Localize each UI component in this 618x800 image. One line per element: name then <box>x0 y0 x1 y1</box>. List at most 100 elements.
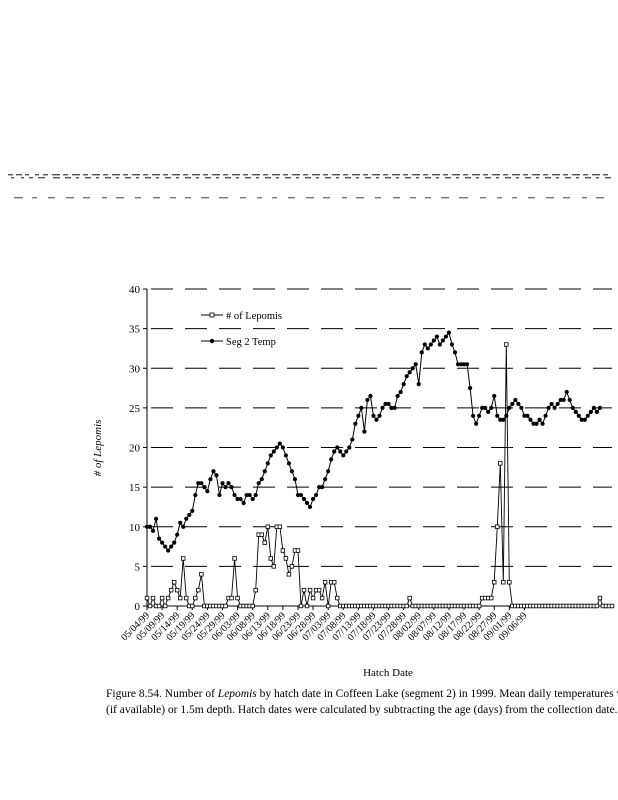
scan-artifact-145 <box>425 197 431 199</box>
temp-point-50 <box>295 492 301 498</box>
temp-point-94 <box>428 342 433 347</box>
scan-artifact-89 <box>296 177 299 179</box>
scan-artifact-8 <box>83 174 88 176</box>
lepomis-point-86 <box>404 603 409 609</box>
scan-artifact-22 <box>223 174 228 176</box>
y-tick-label-1: 5 <box>135 561 141 573</box>
scan-artifact-61 <box>11 177 14 179</box>
scan-artifact-36 <box>363 174 368 176</box>
scan-artifact-70 <box>105 177 111 179</box>
temp-point-96 <box>434 334 439 339</box>
lepomis-point-30 <box>235 595 240 601</box>
lepomis-point-50 <box>295 548 301 553</box>
scan-artifact-137 <box>288 197 295 199</box>
temp-point-103 <box>455 362 461 367</box>
lepomis-point-10 <box>174 587 180 593</box>
scan-artifact-56 <box>563 174 568 176</box>
temp-point-49 <box>292 477 298 482</box>
scan-artifact-lines <box>8 174 611 199</box>
lepomis-point-4 <box>156 603 162 609</box>
lepomis-point-53 <box>304 603 310 609</box>
temp-point-93 <box>425 346 430 351</box>
lepomis-point-17 <box>196 587 201 593</box>
lepomis-point-5 <box>159 595 165 601</box>
lepomis-point-8 <box>168 587 174 593</box>
scan-artifact-132 <box>201 197 209 199</box>
scan-artifact-4 <box>43 174 48 176</box>
temp-point-36 <box>253 492 258 498</box>
temp-point-52 <box>301 496 307 502</box>
y-tick-label-4: 20 <box>129 443 141 455</box>
scan-artifact-80 <box>205 177 211 179</box>
scan-artifact-141 <box>356 197 364 199</box>
scan-artifact-28 <box>283 174 288 176</box>
temp-point-106 <box>464 362 470 367</box>
temp-point-7 <box>166 548 171 553</box>
scan-artifact-19 <box>192 174 200 176</box>
lepomis-point-9 <box>171 580 177 585</box>
scan-artifact-130 <box>170 197 176 199</box>
lepomis-point-110 <box>476 603 482 609</box>
lepomis-point-0 <box>144 595 150 601</box>
lepomis-point-154 <box>609 603 615 609</box>
temp-point-108 <box>471 413 476 418</box>
temp-point-15 <box>190 508 195 513</box>
lepomis-point-2 <box>150 595 156 601</box>
y-tick-label-7: 35 <box>129 324 141 336</box>
temp-point-139 <box>564 389 569 395</box>
temp-point-70 <box>356 413 361 418</box>
scan-artifact-115 <box>556 177 559 179</box>
lepomis-point-149 <box>594 603 600 609</box>
lepomis-point-26 <box>223 603 228 609</box>
lepomis-point-44 <box>277 524 283 529</box>
legend-label-temp: Seg 2 Temp <box>226 337 276 348</box>
temp-point-26 <box>223 485 228 490</box>
temp-point-111 <box>480 405 485 410</box>
temp-point-121 <box>510 401 515 407</box>
temp-point-83 <box>395 393 400 399</box>
scan-artifact-79 <box>196 177 199 179</box>
temp-point-19 <box>202 485 207 490</box>
temp-point-89 <box>413 362 418 367</box>
scan-artifact-9 <box>92 174 100 176</box>
temp-point-14 <box>187 512 192 517</box>
temp-point-101 <box>449 342 455 347</box>
scan-artifact-91 <box>316 177 319 179</box>
lepomis-point-63 <box>335 595 340 601</box>
temp-point-115 <box>492 393 497 399</box>
temp-point-119 <box>504 413 509 418</box>
scan-artifact-114 <box>545 177 551 179</box>
lepomis-point-87 <box>407 595 412 601</box>
caption-line-1: Figure 8.54. Number of Lepomis by hatch … <box>106 686 618 702</box>
lepomis-point-57 <box>316 587 322 593</box>
lepomis-point-40 <box>265 524 270 529</box>
temp-point-62 <box>332 449 337 454</box>
figure-caption: Figure 8.54. Number of Lepomis by hatch … <box>106 686 618 718</box>
scan-artifact-101 <box>416 177 419 179</box>
temp-point-125 <box>522 413 527 418</box>
scan-artifact-14 <box>143 174 148 176</box>
lepomis-point-51 <box>298 603 304 609</box>
scan-artifact-94 <box>345 177 351 179</box>
scan-artifact-25 <box>252 174 260 176</box>
temp-point-84 <box>398 389 403 395</box>
caption-figure-label: Figure 8.54. <box>106 688 162 700</box>
scan-artifact-66 <box>65 177 71 179</box>
x-axis-title: Hatch Date <box>363 667 413 679</box>
lepomis-point-60 <box>325 603 331 609</box>
temp-point-109 <box>474 421 479 426</box>
scan-artifact-62 <box>21 177 24 179</box>
temp-point-148 <box>591 405 596 410</box>
lepomis-hatch-date-chart: 051015202530354005/04/9905/09/9905/14/99… <box>92 284 615 679</box>
scan-artifact-113 <box>536 177 539 179</box>
scan-artifact-21 <box>212 174 220 176</box>
temp-point-78 <box>380 405 385 410</box>
temp-point-118 <box>501 417 506 422</box>
scan-artifact-65 <box>53 177 60 179</box>
temp-point-6 <box>163 544 168 549</box>
scan-artifact-17 <box>172 174 180 176</box>
temp-point-129 <box>534 421 539 426</box>
scan-artifact-133 <box>219 197 228 199</box>
scan-artifact-46 <box>463 174 468 176</box>
lepomis-point-39 <box>262 540 267 545</box>
